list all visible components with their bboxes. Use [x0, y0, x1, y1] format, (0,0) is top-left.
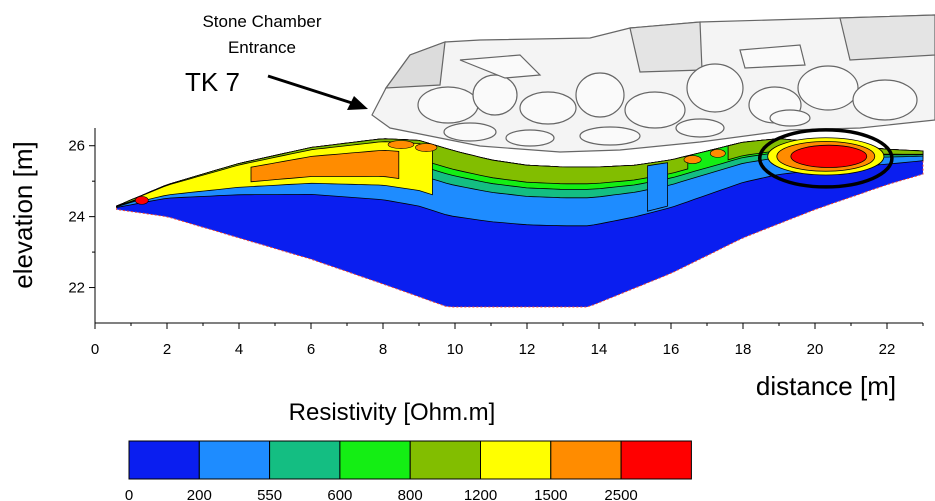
x-tick-label: 8	[379, 341, 387, 358]
anomaly-circle	[757, 128, 894, 189]
x-tick-label: 0	[91, 341, 99, 358]
x-tick-label: 16	[663, 341, 680, 358]
x-tick-label: 22	[879, 341, 896, 358]
stone-chamber-sketch	[371, 14, 935, 153]
y-tick-label: 22	[68, 280, 85, 297]
x-tick-label: 12	[519, 341, 536, 358]
colorbar-swatch	[480, 440, 552, 480]
colorbar-swatch	[550, 440, 622, 480]
x-tick-label: 2	[163, 341, 171, 358]
colorbar-tick-label: 600	[327, 487, 352, 501]
y-axis-title: elevation [m]	[8, 141, 38, 288]
y-tick-label: 24	[68, 209, 85, 226]
y-tick-label: 26	[68, 138, 85, 155]
colorbar-tick-label: 800	[398, 487, 423, 501]
surface-spot	[415, 143, 438, 152]
x-tick-label: 20	[807, 341, 824, 358]
colorbar-title: Resistivity [Ohm.m]	[289, 399, 496, 426]
annotation-line1: Stone Chamber	[202, 12, 321, 31]
surface-spot	[683, 155, 702, 164]
surface-spot	[387, 140, 415, 149]
colorbar-tick-label: 0	[125, 487, 133, 501]
colorbar: 0 200 550 600 800 1200 1500 2500	[125, 440, 692, 501]
annotation-arrow	[267, 74, 368, 110]
x-tick-label: 4	[235, 341, 243, 358]
colorbar-swatch	[339, 440, 411, 480]
colorbar-tick-label: 550	[257, 487, 282, 501]
profile-label: TK 7	[185, 67, 240, 97]
surface-spot	[135, 196, 149, 205]
x-tick-label: 14	[591, 341, 608, 358]
colorbar-swatch	[409, 440, 482, 480]
x-tick-label: 6	[307, 341, 315, 358]
x-axis-title: distance [m]	[756, 371, 896, 401]
x-tick-label: 18	[735, 341, 752, 358]
colorbar-swatch	[620, 440, 692, 480]
surface-spot	[709, 149, 726, 158]
anomaly-red	[790, 144, 868, 168]
x-tick-label: 10	[447, 341, 464, 358]
band-orange	[250, 149, 400, 183]
intrusion-light-blue	[647, 162, 668, 212]
colorbar-tick-label: 1200	[464, 487, 497, 501]
colorbar-swatch	[198, 440, 271, 480]
colorbar-swatch	[128, 440, 200, 480]
anomaly-outline	[757, 128, 894, 189]
colorbar-tick-label: 2500	[604, 487, 637, 501]
colorbar-tick-label: 1500	[534, 487, 567, 501]
colorbar-tick-label: 200	[187, 487, 212, 501]
annotation-line2: Entrance	[228, 38, 296, 57]
resistivity-section	[116, 137, 924, 308]
colorbar-swatch	[269, 440, 341, 480]
